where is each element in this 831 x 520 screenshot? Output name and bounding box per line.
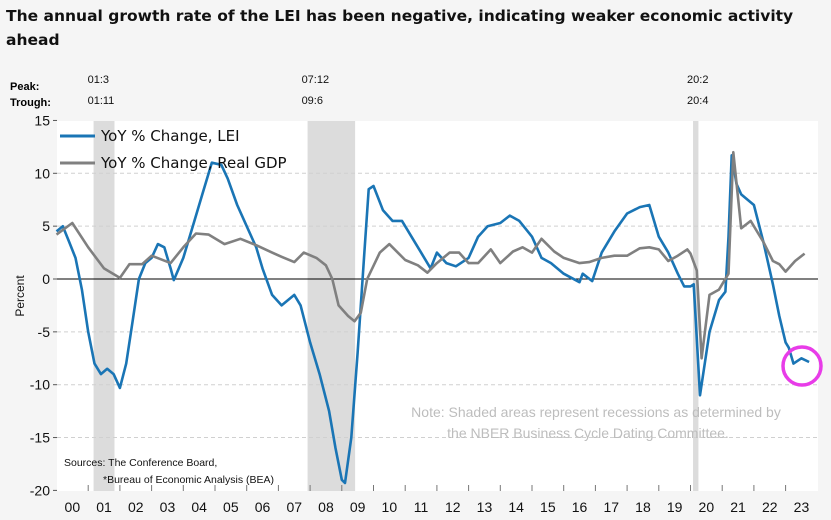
x-tick-label: 13 [477, 499, 493, 515]
legend-label-lei: YoY % Change, LEI [100, 127, 240, 145]
x-tick-label: 07 [286, 499, 302, 515]
recession-trough-date: 20:4 [687, 95, 708, 107]
x-tick-label: 04 [191, 499, 207, 515]
x-tick-label: 14 [508, 499, 524, 515]
x-tick-label: 18 [635, 499, 651, 515]
series-line-gdp [55, 150, 806, 360]
y-tick-label: -15 [30, 430, 50, 446]
y-tick-label: 5 [42, 218, 50, 234]
recession-peak-date: 07:12 [302, 74, 330, 86]
plot-area [57, 121, 818, 491]
x-tick-label: 12 [445, 499, 461, 515]
x-tick-label: 16 [572, 499, 588, 515]
x-tick-label: 11 [414, 499, 429, 515]
x-tick-label: 01 [96, 499, 112, 515]
peak-label: Peak: [10, 81, 39, 93]
sources-line-1: Sources: The Conference Board, [64, 457, 217, 469]
recession-shade [307, 121, 356, 491]
y-tick-label: 10 [34, 165, 50, 181]
recession-peak-date: 20:2 [687, 74, 708, 86]
x-tick-label: 10 [382, 499, 398, 515]
x-tick-label: 20 [699, 499, 715, 515]
x-tick-label: 22 [762, 499, 778, 515]
y-axis-label: Percent [13, 275, 27, 317]
x-tick-label: 09 [350, 499, 366, 515]
y-tick-label: 15 [34, 112, 50, 128]
recession-shade [93, 121, 115, 491]
x-tick-label: 17 [603, 499, 619, 515]
y-tick-label: -5 [38, 324, 51, 340]
chart-title: The annual growth rate of the LEI has be… [6, 7, 794, 49]
y-tick-label: -20 [30, 482, 50, 498]
x-tick-label: 00 [65, 499, 81, 515]
x-tick-label: 23 [794, 499, 810, 515]
x-tick-label: 06 [255, 499, 271, 515]
x-tick-label: 15 [540, 499, 556, 515]
note-line-2: the NBER Business Cycle Dating Committee… [447, 425, 729, 441]
recession-trough-date: 09:6 [302, 95, 323, 107]
series-line-lei [55, 154, 810, 485]
x-tick-label: 08 [318, 499, 334, 515]
y-tick-label: 0 [42, 271, 50, 287]
sources-line-2: *Bureau of Economic Analysis (BEA) [103, 474, 274, 486]
x-tick-label: 21 [730, 499, 746, 515]
legend: YoY % Change, LEI YoY % Change, Real GDP [60, 127, 287, 172]
highlight-circle [781, 345, 823, 387]
note-line-1: Note: Shaded areas represent recessions … [411, 404, 781, 420]
y-tick-label: -10 [30, 377, 50, 393]
x-tick-label: 05 [223, 499, 239, 515]
trough-label: Trough: [10, 97, 51, 109]
x-tick-label: 03 [160, 499, 176, 515]
recession-trough-date: 01:11 [88, 95, 115, 107]
x-tick-label: 02 [128, 499, 144, 515]
legend-label-gdp: YoY % Change, Real GDP [100, 154, 287, 172]
recession-peak-date: 01:3 [88, 74, 109, 86]
x-tick-label: 19 [667, 499, 683, 515]
